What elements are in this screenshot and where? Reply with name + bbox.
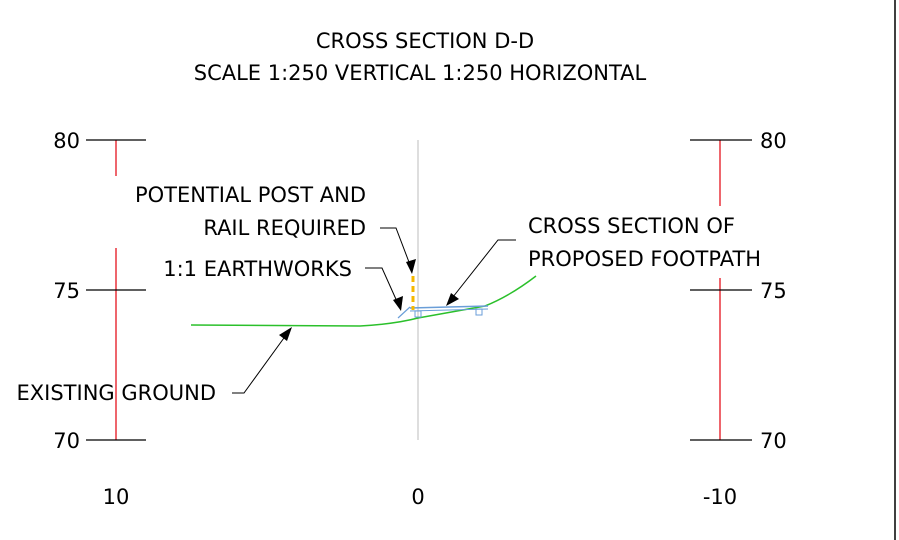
footpath-edge-right (475, 308, 483, 316)
left-tick-label-70: 70 (53, 429, 80, 453)
annotation-footpath-line1: CROSS SECTION OF (528, 214, 735, 238)
existing-ground-line (190, 275, 537, 327)
right-tick-label-70: 70 (760, 429, 787, 453)
left-tick-label-75: 75 (53, 279, 80, 303)
leader-earthworks-arrow (393, 296, 403, 311)
earthworks-slope (397, 306, 411, 319)
scale-subtitle: SCALE 1:250 VERTICAL 1:250 HORIZONTAL (194, 61, 647, 85)
right-tick-label-80: 80 (760, 129, 787, 153)
section-title: CROSS SECTION D-D (316, 29, 534, 53)
leader-footpath-arrow (446, 293, 459, 306)
annotation-post-rail-line1: POTENTIAL POST AND (135, 183, 366, 207)
x-tick-label-0: 0 (411, 485, 424, 509)
right-scale-bar: 80 75 70 (690, 129, 787, 453)
footpath-surface (409, 305, 489, 309)
x-tick-label-10: 10 (103, 485, 130, 509)
annotation-footpath-line2: PROPOSED FOOTPATH (528, 247, 761, 271)
annotation-existing-ground: EXISTING GROUND (17, 381, 217, 405)
left-tick-label-80: 80 (53, 129, 80, 153)
annotation-earthworks: 1:1 EARTHWORKS (163, 257, 352, 281)
leader-earthworks (365, 267, 400, 307)
annotation-post-rail-line2: RAIL REQUIRED (203, 216, 366, 240)
left-scale-bar: 80 75 70 (53, 129, 146, 453)
leader-post-rail-arrow (406, 259, 416, 274)
footpath-edge-left (414, 310, 422, 318)
leader-post-rail (380, 227, 413, 271)
right-tick-label-75: 75 (760, 279, 787, 303)
leader-footpath (448, 239, 516, 303)
x-tick-label-minus-10: -10 (703, 485, 737, 509)
footpath-base (409, 308, 489, 312)
leader-existing-ground (232, 330, 290, 394)
leader-existing-ground-arrow (279, 327, 292, 341)
proposed-footpath (409, 305, 489, 318)
